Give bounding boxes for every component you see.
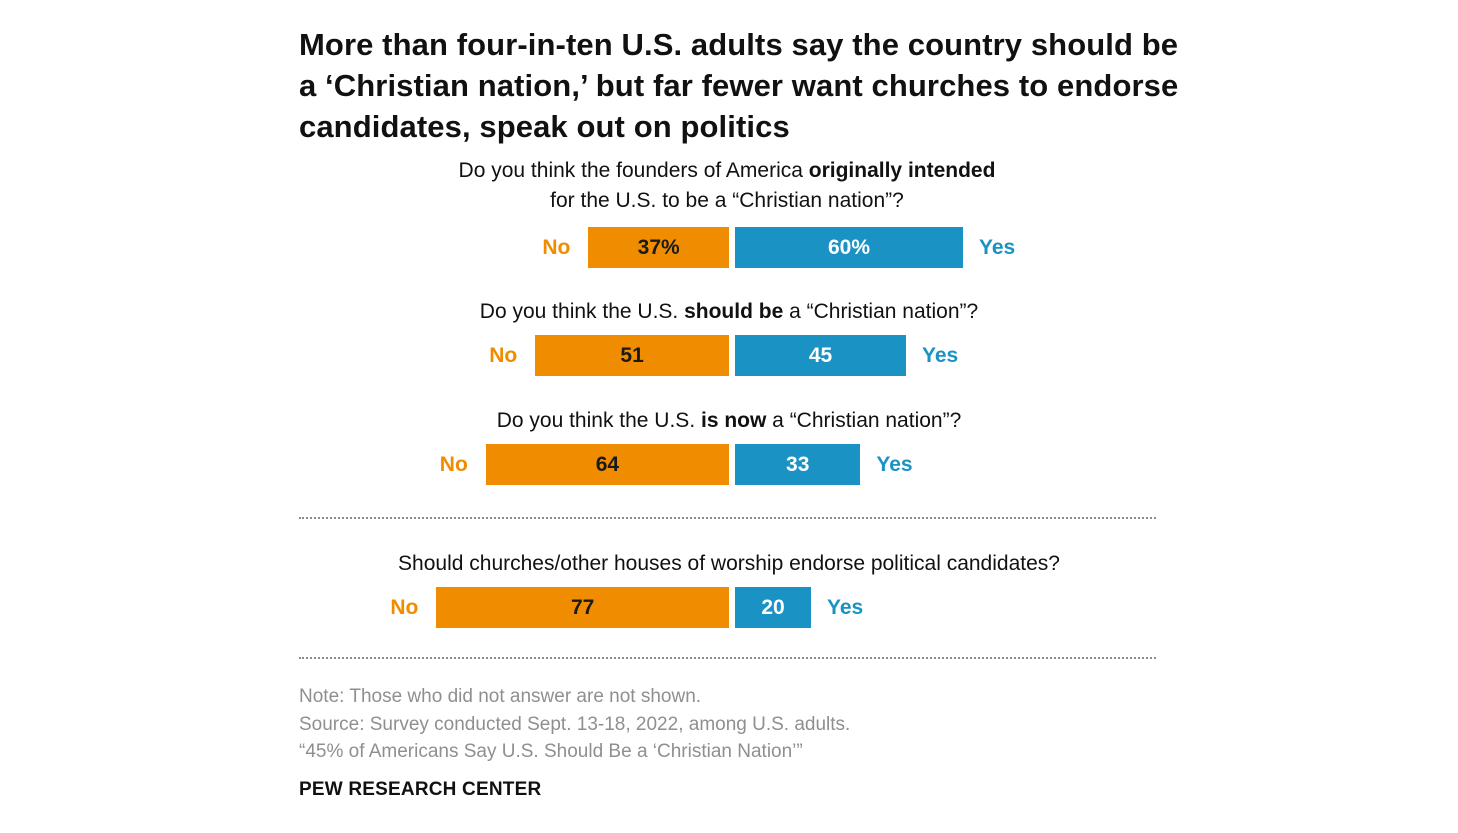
bar-yes-2: 45 — [735, 335, 906, 376]
label-yes-4: Yes — [827, 595, 864, 619]
bar-no-1: 37% — [588, 227, 729, 268]
label-no-2: No — [489, 343, 518, 367]
chart-title: More than four-in-ten U.S. adults say th… — [299, 27, 1179, 144]
bar-yes-1: 60% — [735, 227, 963, 268]
question-text-4: Should churches/other houses of worship … — [398, 552, 1060, 575]
question-text-2: Do you think the U.S. should be a “Chris… — [479, 300, 979, 323]
question-text-1: Do you think the founders of America ori… — [458, 159, 996, 212]
divider-bottom — [299, 657, 1156, 659]
bar-no-4: 77 — [436, 587, 729, 628]
label-yes-3: Yes — [876, 452, 913, 476]
label-yes-1: Yes — [979, 235, 1016, 259]
bar-no-2: 51 — [535, 335, 729, 376]
source-text: Source: Survey conducted Sept. 13-18, 20… — [299, 714, 851, 735]
question-text-3: Do you think the U.S. is now a “Christia… — [496, 409, 962, 432]
bar-yes-4: 20 — [735, 587, 811, 628]
label-yes-2: Yes — [922, 343, 959, 367]
label-no-1: No — [542, 235, 571, 259]
divider-top — [299, 517, 1156, 519]
note-text: Note: Those who did not answer are not s… — [299, 686, 702, 707]
label-no-4: No — [390, 595, 419, 619]
bar-no-3: 64 — [485, 444, 729, 485]
bar-yes-3: 33 — [735, 444, 861, 485]
report-title-text: “45% of Americans Say U.S. Should Be a ‘… — [299, 741, 803, 762]
pew-credit: PEW RESEARCH CENTER — [299, 779, 542, 800]
label-no-3: No — [439, 452, 468, 476]
